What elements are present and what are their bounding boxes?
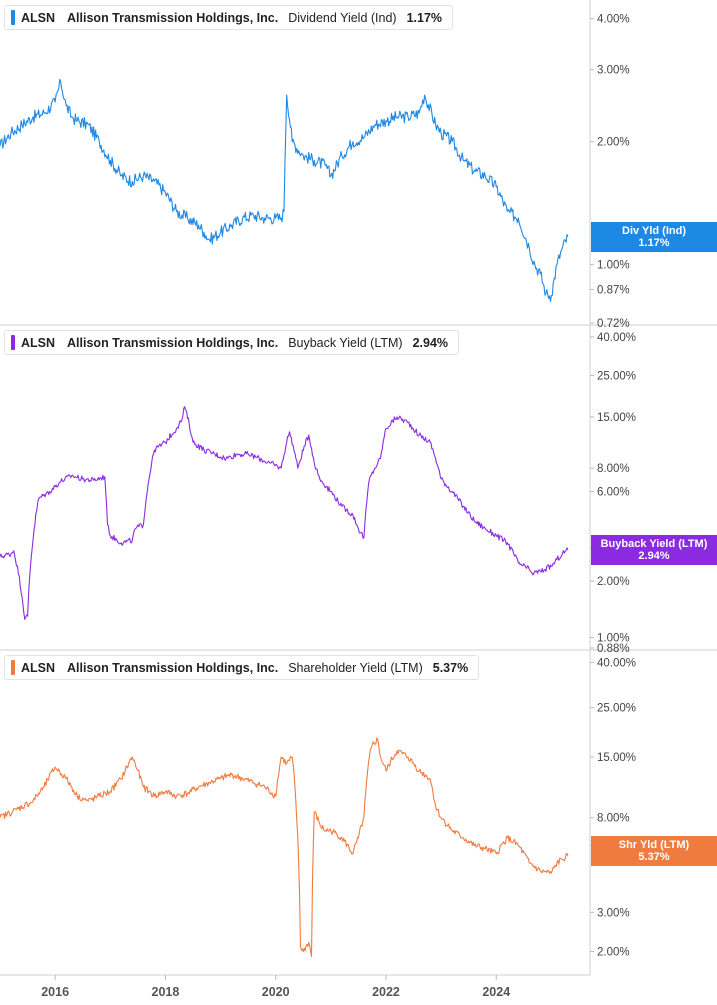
series-line-2 [0, 737, 569, 957]
legend-company: Allison Transmission Holdings, Inc. [67, 335, 279, 350]
y-tick-label: 15.00% [597, 752, 636, 764]
legend-ticker: ALSN [21, 660, 56, 675]
y-tick-label: 25.00% [597, 370, 636, 382]
badge-label: Shr Yld (LTM) [618, 839, 690, 851]
y-tick-label: 2.00% [597, 576, 630, 588]
y-tick-label: 1.00% [597, 633, 630, 645]
x-tick-label: 2024 [482, 985, 510, 999]
x-tick-label: 2022 [372, 985, 400, 999]
legend-ticker: ALSN [21, 335, 56, 350]
y-tick-label: 4.00% [597, 14, 630, 26]
legend-metric: Buyback Yield (LTM) [288, 335, 403, 350]
legend-swatch [11, 10, 15, 25]
badge-value: 2.94% [638, 550, 670, 562]
badge-value: 5.37% [638, 851, 670, 863]
legend-swatch [11, 335, 15, 350]
legend-company: Allison Transmission Holdings, Inc. [67, 660, 279, 675]
badge-value: 1.17% [638, 237, 670, 249]
legend-value: 5.37% [432, 660, 469, 675]
y-tick-label: 2.00% [597, 137, 630, 149]
x-tick-label: 2018 [152, 985, 180, 999]
badge-label: Div Yld (Ind) [622, 225, 686, 237]
legend-swatch [11, 660, 15, 675]
legend-value: 2.94% [412, 335, 449, 350]
latest-value-badge-dividend: Div Yld (Ind) 1.17% [591, 222, 717, 252]
y-tick-label: 8.00% [597, 463, 630, 475]
legend-value: 1.17% [406, 10, 443, 25]
y-tick-label: 1.00% [597, 260, 630, 272]
y-tick-label: 25.00% [597, 703, 636, 715]
legend-metric: Shareholder Yield (LTM) [288, 660, 423, 675]
legend-shareholder-yield: ALSN Allison Transmission Holdings, Inc.… [4, 655, 480, 680]
legend-company: Allison Transmission Holdings, Inc. [67, 10, 279, 25]
y-tick-label: 0.87% [597, 284, 630, 296]
y-tick-label: 8.00% [597, 813, 630, 825]
latest-value-badge-buyback: Buyback Yield (LTM) 2.94% [591, 535, 717, 565]
y-tick-label: 40.00% [597, 657, 636, 669]
latest-value-badge-shareholder: Shr Yld (LTM) 5.37% [591, 836, 717, 866]
y-tick-label: 3.00% [597, 65, 630, 77]
y-tick-label: 0.72% [597, 318, 630, 330]
badge-label: Buyback Yield (LTM) [600, 538, 708, 550]
legend-buyback-yield: ALSN Allison Transmission Holdings, Inc.… [4, 330, 460, 355]
y-tick-label: 2.00% [597, 946, 630, 958]
y-tick-label: 3.00% [597, 907, 630, 919]
legend-ticker: ALSN [21, 10, 56, 25]
y-tick-label: 15.00% [597, 412, 636, 424]
y-tick-label: 0.88% [597, 643, 630, 655]
y-tick-label: 6.00% [597, 487, 630, 499]
series-line-1 [0, 406, 569, 620]
y-tick-label: 40.00% [597, 332, 636, 344]
series-line-0 [0, 78, 569, 302]
x-tick-label: 2016 [41, 985, 69, 999]
legend-metric: Dividend Yield (Ind) [288, 10, 397, 25]
x-tick-label: 2020 [262, 985, 290, 999]
legend-dividend-yield: ALSN Allison Transmission Holdings, Inc.… [4, 5, 454, 30]
